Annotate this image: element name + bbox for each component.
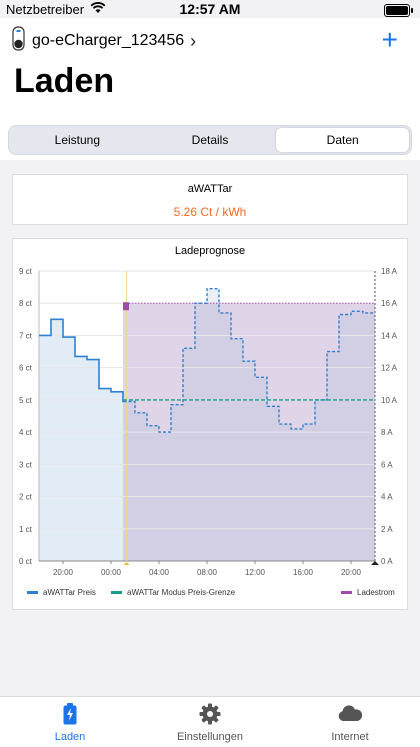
y-left-tick-label: 7 ct xyxy=(19,331,33,340)
chart-title: Ladeprognose xyxy=(174,245,246,257)
tab-laden-label: Laden xyxy=(54,731,86,743)
segment-leistung[interactable]: Leistung xyxy=(54,133,101,147)
y-left-tick-label: 6 ct xyxy=(19,364,33,373)
carrier-label: Netzbetreiber xyxy=(6,2,85,17)
tab-einstellungen-label: Einstellungen xyxy=(176,731,244,743)
segment-details[interactable]: Details xyxy=(191,133,229,147)
tab-bar: Laden Einstellungen xyxy=(0,696,420,747)
price-line-future xyxy=(123,288,375,433)
battery-icon xyxy=(384,4,413,17)
price-card: aWATTar 5.26 Ct / kWh xyxy=(12,174,408,225)
tab-einstellungen[interactable]: Einstellungen xyxy=(140,697,280,747)
current-price: 5.26 Ct / kWh xyxy=(173,205,247,219)
legend-price-limit-swatch xyxy=(111,591,122,594)
y-left-tick-label: 1 ct xyxy=(19,525,33,534)
y-right-tick-label: 0 A xyxy=(381,557,393,566)
y-right-tick-label: 18 A xyxy=(381,267,398,276)
legend-price-swatch xyxy=(27,591,38,594)
now-marker-arrow xyxy=(123,562,130,565)
x-tick-label: 16:00 xyxy=(293,568,314,577)
charge-current-marker xyxy=(123,302,129,311)
legend-charge-current-swatch xyxy=(341,591,352,594)
y-left-tick-label: 2 ct xyxy=(19,493,33,502)
y-left-tick-label: 5 ct xyxy=(19,396,33,405)
price-card-title: aWATTar xyxy=(187,183,233,195)
x-tick-label: 08:00 xyxy=(197,568,218,577)
tab-internet-label: Internet xyxy=(331,731,369,743)
battery-charging-icon xyxy=(63,703,77,730)
y-right-tick-label: 10 A xyxy=(381,396,398,405)
segmented-control: Leistung Details Daten xyxy=(8,125,412,155)
y-right-tick-label: 6 A xyxy=(381,460,393,469)
end-marker-arrow xyxy=(371,561,379,565)
y-right-tick-label: 14 A xyxy=(381,331,398,340)
y-left-tick-label: 3 ct xyxy=(19,460,33,469)
y-right-tick-label: 4 A xyxy=(381,493,393,502)
status-bar: Netzbetreiber 12:57 AM xyxy=(0,0,420,18)
forecast-chart: 0 ct 1 ct 2 ct 3 ct 4 ct 5 ct 6 ct 7 ct 8 ct 9 ct… xyxy=(19,267,398,597)
cloud-icon xyxy=(337,703,363,728)
y-left-tick-label: 9 ct xyxy=(19,267,33,276)
x-tick-label: 20:00 xyxy=(341,568,362,577)
y-left-tick-label: 4 ct xyxy=(19,428,33,437)
y-right-tick-label: 8 A xyxy=(381,428,393,437)
clock: 12:57 AM xyxy=(179,1,241,17)
price-area-future xyxy=(123,288,375,561)
legend-price-label: aWATTar Preis xyxy=(43,588,96,597)
header: go-eCharger_123456 › + Laden Leistung De… xyxy=(0,18,420,160)
y-left-tick-label: 8 ct xyxy=(19,299,33,308)
chevron-right-icon: › xyxy=(190,30,197,51)
chart-card: Ladeprognose 0 ct 1 ct 2 ct 3 ct 4 ct 5 ct 6 c… xyxy=(12,238,408,610)
wifi-icon xyxy=(90,1,106,18)
charger-icon xyxy=(12,25,26,57)
price-line-past xyxy=(39,318,124,403)
gear-icon xyxy=(199,703,221,730)
y-right-tick-label: 2 A xyxy=(381,525,393,534)
x-tick-label: 20:00 xyxy=(53,568,74,577)
page-title: Laden xyxy=(14,62,115,100)
add-device-button[interactable]: + xyxy=(381,24,398,55)
tab-laden[interactable]: Laden xyxy=(0,697,140,747)
x-tick-label: 00:00 xyxy=(101,568,122,577)
device-name: go-eCharger_123456 xyxy=(32,32,185,49)
legend-price-limit-label: aWATTar Modus Preis-Grenze xyxy=(127,588,236,597)
y-right-tick-label: 12 A xyxy=(381,364,398,373)
y-left-tick-label: 0 ct xyxy=(19,557,33,566)
price-area-past xyxy=(39,319,124,561)
device-selector[interactable]: go-eCharger_123456 › xyxy=(12,25,197,57)
x-tick-label: 12:00 xyxy=(245,568,266,577)
segment-daten[interactable]: Daten xyxy=(276,128,410,152)
x-tick-label: 04:00 xyxy=(149,568,170,577)
legend-charge-current-label: Ladestrom xyxy=(357,588,395,597)
content-area: aWATTar 5.26 Ct / kWh Ladeprognose 0 ct 1… xyxy=(0,160,420,696)
tab-internet[interactable]: Internet xyxy=(280,697,420,747)
y-right-tick-label: 16 A xyxy=(381,299,398,308)
